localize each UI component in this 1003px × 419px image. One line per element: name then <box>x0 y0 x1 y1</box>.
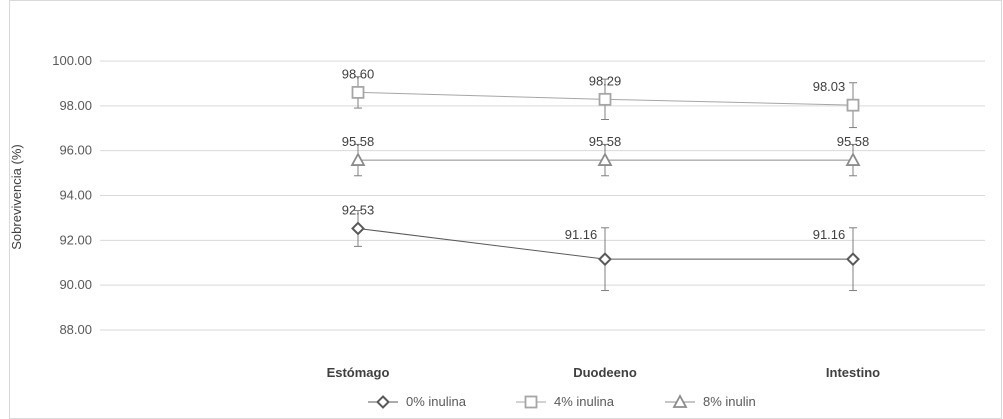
legend-item: 8% inulin <box>665 394 756 409</box>
data-label: 92.53 <box>342 202 375 217</box>
legend-label: 0% inulina <box>406 394 467 409</box>
data-label: 98.29 <box>589 73 622 88</box>
legend-item: 0% inulina <box>368 394 467 409</box>
legend-label: 4% inulina <box>554 394 615 409</box>
data-point <box>845 152 861 166</box>
chart-frame <box>9 0 1002 419</box>
y-tick-label: 90.00 <box>59 277 92 292</box>
x-category-label: Duodeeno <box>573 365 637 380</box>
y-tick-label: 94.00 <box>59 188 92 203</box>
data-point <box>351 221 365 236</box>
data-label: 98.60 <box>342 66 375 81</box>
data-point <box>846 252 860 267</box>
x-axis-categories: Estómago Duodeeno Intestino <box>327 365 881 380</box>
gridlines <box>100 60 985 331</box>
legend: 0% inulina 4% inulina 8% inulin <box>368 394 756 409</box>
data-point <box>524 395 538 409</box>
data-label: 98.03 <box>813 79 846 94</box>
series-0: 92.53 91.16 91.16 <box>342 202 860 292</box>
series-2: 95.58 95.58 95.58 <box>342 134 870 177</box>
data-point <box>376 395 390 409</box>
data-label: 95.58 <box>342 134 375 149</box>
data-label: 95.58 <box>589 134 622 149</box>
data-point <box>350 152 366 166</box>
series-1: 98.60 98.29 98.03 <box>342 66 860 129</box>
y-tick-label: 92.00 <box>59 232 92 247</box>
y-tick-label: 88.00 <box>59 322 92 337</box>
data-point <box>598 252 612 267</box>
data-point <box>598 92 612 106</box>
y-axis-ticks: 100.00 98.00 96.00 94.00 92.00 90.00 88.00 <box>52 53 92 337</box>
data-point <box>672 394 688 408</box>
data-label: 91.16 <box>565 227 598 242</box>
y-tick-label: 98.00 <box>59 98 92 113</box>
data-label: 95.58 <box>837 134 870 149</box>
legend-label: 8% inulin <box>703 394 756 409</box>
y-tick-label: 100.00 <box>52 53 92 68</box>
data-point <box>351 85 365 99</box>
y-axis-label: Sobrevivencia (%) <box>9 144 24 250</box>
x-category-label: Estómago <box>327 365 390 380</box>
data-point <box>846 98 860 112</box>
y-tick-label: 96.00 <box>59 143 92 158</box>
legend-item: 4% inulina <box>516 394 615 409</box>
x-category-label: Intestino <box>826 365 880 380</box>
data-point <box>597 152 613 166</box>
data-label: 91.16 <box>813 227 846 242</box>
